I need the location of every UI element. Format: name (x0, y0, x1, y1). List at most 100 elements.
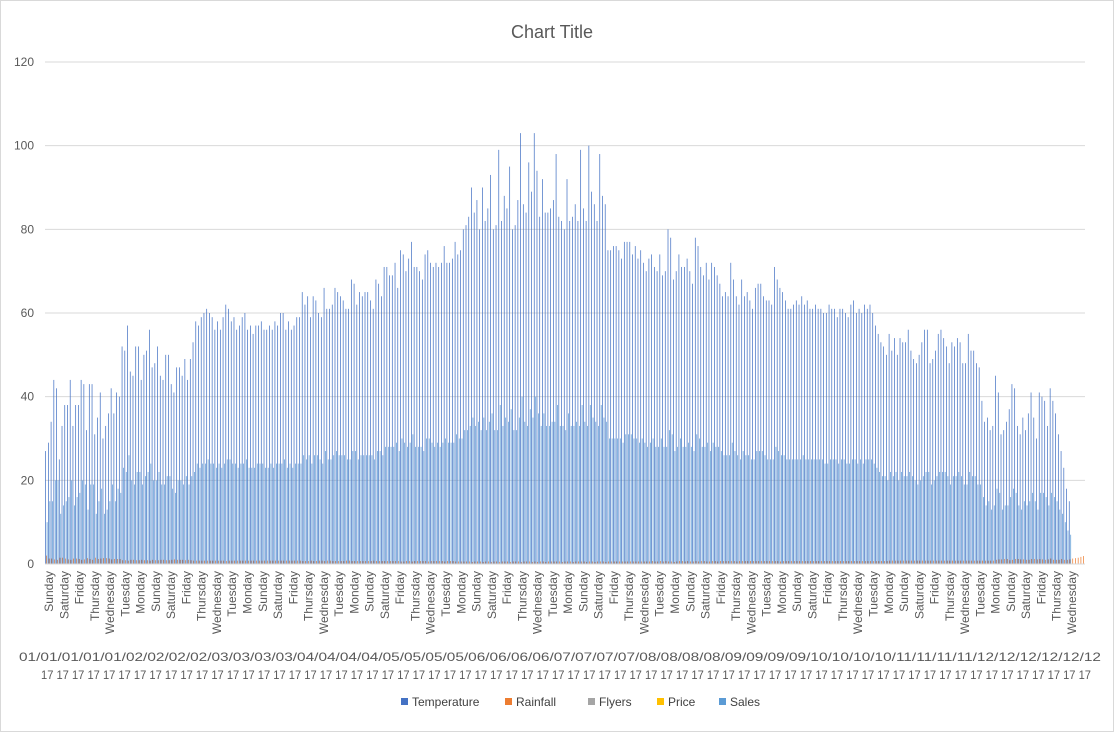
bar-temperature-77 (255, 325, 257, 564)
bar-temperature-168 (503, 195, 505, 564)
bar-temperature-342 (978, 367, 980, 564)
legend-swatch-flyers (588, 698, 595, 705)
bar-sales-8 (68, 497, 70, 564)
bar-temperature-356 (1017, 425, 1018, 564)
bar-rainfall-226 (662, 561, 664, 564)
bar-sales-356 (1018, 505, 1020, 564)
bar-temperature-316 (907, 329, 909, 564)
bar-rainfall-213 (627, 561, 629, 564)
bar-sales-268 (778, 451, 780, 564)
bar-sales-248 (723, 455, 725, 564)
bar-rainfall-227 (665, 561, 667, 564)
bar-temperature-225 (659, 254, 661, 564)
bar-sales-198 (587, 425, 588, 564)
x-day-label-56: Sunday (897, 571, 911, 612)
bar-temperature-6 (61, 425, 63, 564)
bar-temperature-258 (749, 300, 751, 564)
bar-temperature-322 (924, 329, 925, 564)
bar-sales-145 (442, 442, 444, 564)
x-day-label-46: Wednesday (744, 571, 758, 634)
bar-temperature-109 (342, 300, 344, 564)
bar-rainfall-94 (302, 561, 304, 564)
bar-temperature-359 (1025, 430, 1026, 564)
bar-sales-308 (887, 480, 889, 564)
bar-temperature-271 (785, 300, 786, 564)
bar-rainfall-169 (507, 561, 509, 564)
bar-temperature-296 (853, 300, 854, 564)
bar-temperature-190 (563, 229, 565, 564)
bar-rainfall-29 (125, 560, 126, 564)
bar-rainfall-110 (346, 560, 347, 564)
bar-temperature-150 (454, 241, 456, 564)
bar-rainfall-317 (911, 560, 913, 564)
bar-rainfall-127 (392, 561, 394, 564)
bar-temperature-139 (424, 254, 426, 564)
bar-temperature-97 (310, 317, 311, 564)
bar-temperature-9 (69, 379, 71, 564)
bar-temperature-76 (252, 333, 254, 564)
bar-sales-261 (759, 451, 760, 564)
bar-sales-249 (726, 455, 728, 564)
bar-rainfall-28 (122, 560, 124, 564)
bar-sales-349 (999, 492, 1001, 564)
bar-sales-88 (286, 467, 288, 564)
bar-sales-238 (696, 434, 698, 564)
bar-sales-178 (532, 417, 534, 564)
bar-sales-160 (483, 417, 485, 564)
bar-temperature-246 (716, 275, 718, 564)
bar-sales-299 (862, 463, 864, 564)
bar-sales-53 (191, 476, 193, 564)
bar-temperature-163 (490, 174, 491, 564)
bar-temperature-153 (462, 229, 464, 564)
bar-temperature-188 (558, 216, 560, 564)
bar-temperature-366 (1044, 400, 1046, 564)
bar-temperature-256 (744, 296, 745, 564)
bar-rainfall-81 (267, 560, 268, 564)
bar-rainfall-13 (81, 559, 83, 564)
bar-rainfall-212 (624, 561, 626, 564)
bar-rainfall-304 (875, 561, 877, 564)
bar-sales-137 (420, 446, 422, 564)
bar-rainfall-58 (204, 560, 206, 564)
bar-sales-101 (322, 463, 324, 564)
bar-sales-267 (775, 446, 777, 564)
bar-temperature-347 (992, 425, 994, 564)
bar-sales-74 (248, 467, 250, 564)
bar-rainfall-343 (982, 560, 983, 564)
bar-sales-286 (827, 463, 829, 564)
bar-sales-66 (226, 459, 228, 564)
bar-rainfall-336 (963, 560, 964, 564)
x-day-label-3: Thursday (88, 571, 102, 621)
bar-temperature-88 (285, 329, 287, 564)
x-day-label-47: Tuesday (760, 571, 774, 617)
bar-temperature-228 (667, 229, 669, 564)
bar-sales-128 (396, 442, 397, 564)
bar-temperature-262 (760, 283, 762, 564)
bar-temperature-277 (801, 296, 803, 564)
bar-sales-21 (104, 513, 105, 564)
bar-temperature-221 (648, 258, 650, 564)
x-day-label-58: Friday (928, 571, 942, 604)
bar-rainfall-326 (935, 560, 937, 564)
bar-rainfall-121 (376, 561, 378, 564)
bar-rainfall-170 (510, 561, 511, 564)
bar-rainfall-358 (1023, 559, 1024, 564)
bar-temperature-57 (200, 317, 202, 564)
bar-sales-200 (592, 417, 594, 564)
bar-temperature-144 (438, 266, 440, 564)
bar-rainfall-47 (174, 559, 176, 564)
bar-rainfall-148 (449, 561, 451, 564)
bar-rainfall-8 (67, 559, 69, 564)
bar-temperature-52 (187, 379, 188, 564)
bar-temperature-26 (116, 392, 117, 564)
bar-sales-188 (559, 425, 561, 564)
bar-rainfall-113 (354, 561, 356, 564)
bar-sales-223 (655, 446, 657, 564)
bar-temperature-31 (129, 371, 131, 564)
bar-sales-373 (1064, 522, 1066, 564)
bar-rainfall-330 (946, 560, 948, 564)
bar-rainfall-305 (878, 561, 880, 564)
x-day-label-5: Tuesday (118, 571, 132, 617)
bar-sales-132 (407, 446, 408, 564)
bar-temperature-152 (460, 250, 461, 564)
